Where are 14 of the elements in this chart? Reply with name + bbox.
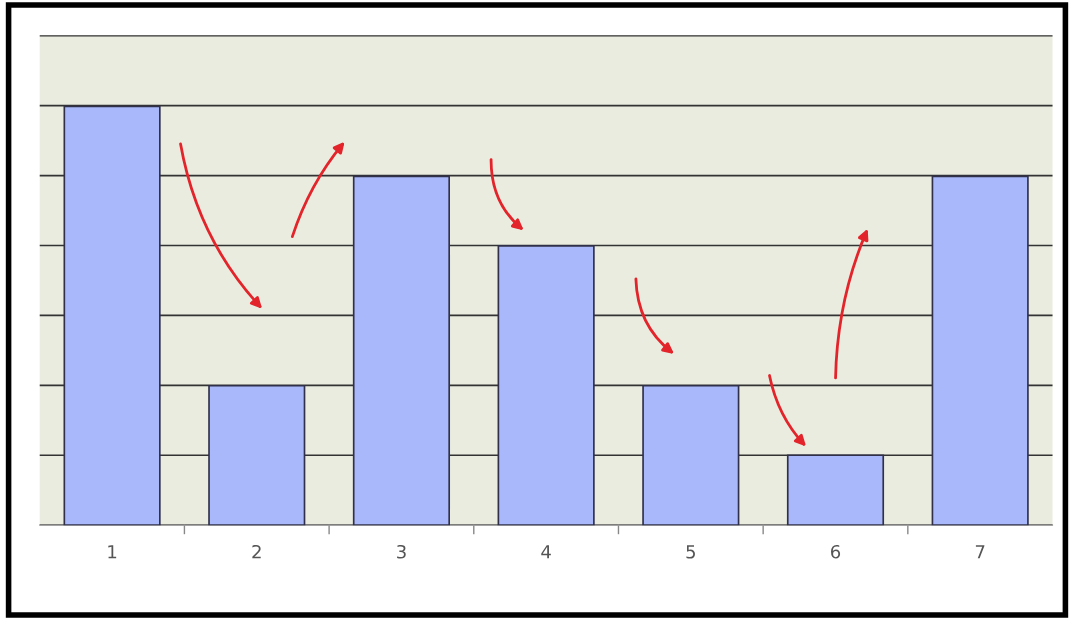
bar: [208, 384, 306, 526]
bar: [63, 105, 161, 526]
x-tick-label: 6: [831, 544, 841, 559]
x-tick-label: 3: [397, 544, 406, 559]
x-tick-label: 5: [686, 545, 695, 559]
x-tick-label: 4: [541, 545, 551, 559]
bar: [352, 175, 451, 526]
bar: [931, 175, 1029, 526]
bar: [786, 454, 885, 526]
x-tick-label: 1: [108, 545, 117, 559]
x-tick-label: 2: [252, 544, 261, 559]
bar: [642, 384, 740, 526]
bar: [497, 245, 595, 526]
x-tick-label: 7: [975, 545, 985, 559]
